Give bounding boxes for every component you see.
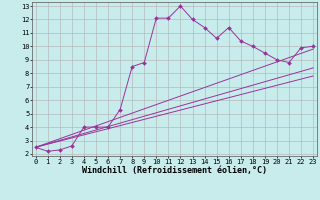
X-axis label: Windchill (Refroidissement éolien,°C): Windchill (Refroidissement éolien,°C) [82,166,267,175]
